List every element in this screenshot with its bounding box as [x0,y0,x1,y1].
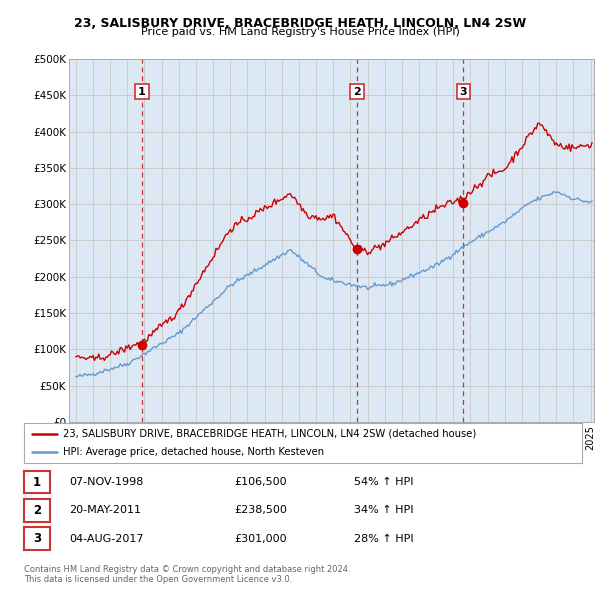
Text: Price paid vs. HM Land Registry's House Price Index (HPI): Price paid vs. HM Land Registry's House … [140,27,460,37]
Text: £301,000: £301,000 [234,534,287,543]
Text: 1: 1 [138,87,146,97]
Text: 23, SALISBURY DRIVE, BRACEBRIDGE HEATH, LINCOLN, LN4 2SW: 23, SALISBURY DRIVE, BRACEBRIDGE HEATH, … [74,17,526,30]
Text: This data is licensed under the Open Government Licence v3.0.: This data is licensed under the Open Gov… [24,575,292,584]
Text: 20-MAY-2011: 20-MAY-2011 [69,506,141,515]
Text: 3: 3 [33,532,41,545]
Text: 28% ↑ HPI: 28% ↑ HPI [354,534,413,543]
Text: Contains HM Land Registry data © Crown copyright and database right 2024.: Contains HM Land Registry data © Crown c… [24,565,350,574]
Text: £106,500: £106,500 [234,477,287,487]
Text: £238,500: £238,500 [234,506,287,515]
Text: 04-AUG-2017: 04-AUG-2017 [69,534,143,543]
Text: 54% ↑ HPI: 54% ↑ HPI [354,477,413,487]
Text: 2: 2 [33,504,41,517]
Text: 23, SALISBURY DRIVE, BRACEBRIDGE HEATH, LINCOLN, LN4 2SW (detached house): 23, SALISBURY DRIVE, BRACEBRIDGE HEATH, … [63,429,476,439]
Text: 1: 1 [33,476,41,489]
Text: 07-NOV-1998: 07-NOV-1998 [69,477,143,487]
Text: 2: 2 [353,87,361,97]
Text: 34% ↑ HPI: 34% ↑ HPI [354,506,413,515]
Text: 3: 3 [460,87,467,97]
Text: HPI: Average price, detached house, North Kesteven: HPI: Average price, detached house, Nort… [63,447,324,457]
